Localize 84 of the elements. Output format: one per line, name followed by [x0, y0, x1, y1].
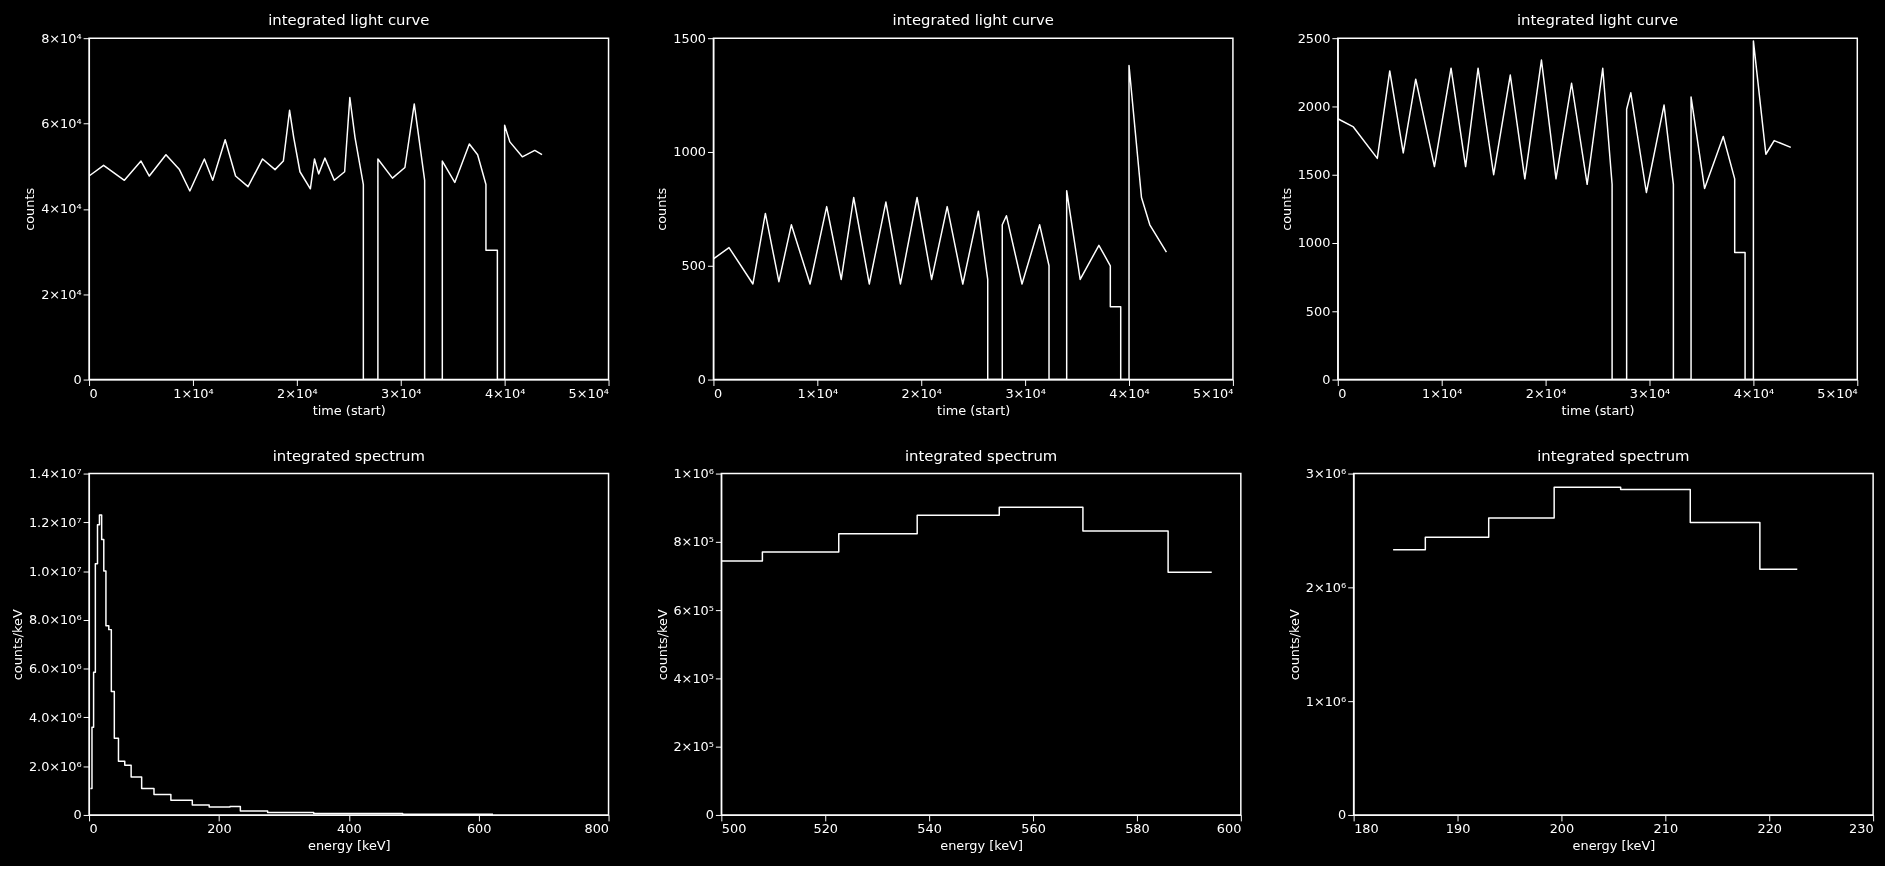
x-tick-label: 400 [337, 821, 362, 837]
y-axis-title: counts [654, 187, 670, 231]
x-tick-label: 200 [1549, 821, 1575, 837]
x-tick-label: 5×10⁴ [568, 385, 610, 401]
y-tick-label: 2000 [1297, 98, 1331, 114]
y-tick-label: 3×10⁶ [1305, 466, 1347, 482]
x-tick-label: 3×10⁴ [381, 385, 422, 401]
x-axis-title: time (start) [937, 402, 1011, 418]
x-tick-label: 520 [813, 821, 839, 837]
x-tick-label: 580 [1125, 821, 1150, 837]
y-tick-label: 1500 [673, 30, 707, 46]
y-tick-label: 2.0×10⁶ [28, 758, 82, 774]
y-tick-label: 500 [681, 258, 707, 274]
y-tick-label: 1×10⁶ [1305, 693, 1347, 709]
y-axis-title: counts/keV [654, 609, 670, 681]
x-tick-label: 540 [917, 821, 942, 837]
y-tick-label: 1×10⁶ [673, 466, 714, 482]
x-axis-title: time (start) [312, 402, 386, 418]
x-tick-label: 4×10⁴ [1109, 385, 1150, 401]
x-tick-label: 5×10⁴ [1817, 385, 1858, 401]
y-axis-title: counts/keV [1286, 609, 1302, 681]
y-tick-label: 8.0×10⁶ [28, 612, 82, 628]
chart-title: integrated light curve [1516, 11, 1679, 29]
x-tick-label: 4×10⁴ [484, 385, 526, 401]
y-tick-label: 6×10⁵ [673, 602, 714, 618]
y-axis-title: counts [1278, 187, 1294, 231]
x-tick-label: 210 [1653, 821, 1679, 837]
y-tick-label: 8×10⁵ [673, 534, 714, 550]
y-tick-label: 0 [73, 372, 82, 388]
y-tick-label: 6×10⁴ [41, 115, 82, 131]
x-tick-label: 3×10⁴ [1629, 385, 1671, 401]
x-tick-label: 800 [584, 821, 610, 837]
x-tick-label: 190 [1445, 821, 1471, 837]
chart-title: integrated spectrum [272, 446, 425, 464]
y-tick-label: 1.0×10⁷ [28, 563, 82, 579]
x-tick-label: 2×10⁴ [277, 385, 318, 401]
y-tick-label: 2500 [1297, 30, 1331, 46]
x-tick-label: 600 [1216, 821, 1242, 837]
x-axis-title: energy [keV] [1572, 838, 1656, 854]
y-tick-label: 0 [1322, 372, 1331, 388]
y-tick-label: 1000 [1297, 235, 1331, 251]
x-tick-label: 5×10⁴ [1192, 385, 1234, 401]
y-tick-label: 4×10⁵ [673, 670, 714, 686]
x-tick-label: 0 [89, 821, 98, 837]
x-tick-label: 180 [1354, 821, 1379, 837]
chart-title: integrated spectrum [1537, 446, 1690, 464]
y-tick-label: 0 [697, 372, 707, 388]
y-axis-title: counts [22, 187, 38, 231]
y-tick-label: 1500 [1297, 167, 1331, 183]
x-tick-label: 600 [466, 821, 492, 837]
y-tick-label: 1.4×10⁷ [28, 466, 82, 482]
x-tick-label: 0 [89, 385, 98, 401]
chart-title: integrated light curve [268, 11, 430, 29]
y-tick-label: 4×10⁴ [41, 201, 82, 217]
x-tick-label: 230 [1849, 821, 1874, 837]
y-tick-label: 0 [73, 807, 82, 823]
y-tick-label: 6.0×10⁶ [28, 661, 82, 677]
y-axis-title: counts/keV [9, 609, 25, 681]
x-tick-label: 200 [207, 821, 232, 837]
chart-title: integrated spectrum [904, 446, 1058, 464]
x-tick-label: 560 [1021, 821, 1046, 837]
x-tick-label: 220 [1757, 821, 1782, 837]
x-tick-label: 1×10⁴ [797, 385, 839, 401]
x-axis-title: time (start) [1561, 402, 1635, 418]
y-tick-label: 2×10⁶ [1305, 579, 1347, 595]
x-tick-label: 4×10⁴ [1733, 385, 1775, 401]
y-tick-label: 8×10⁴ [41, 30, 82, 46]
x-tick-label: 1×10⁴ [1421, 385, 1463, 401]
x-tick-label: 3×10⁴ [1005, 385, 1046, 401]
y-tick-label: 1000 [673, 144, 707, 160]
y-tick-label: 4.0×10⁶ [28, 709, 82, 725]
y-tick-label: 500 [1305, 303, 1331, 319]
y-tick-label: 1.2×10⁷ [28, 514, 82, 530]
y-tick-label: 2×10⁴ [41, 286, 82, 302]
x-axis-title: energy [keV] [940, 838, 1023, 854]
x-tick-label: 500 [721, 821, 747, 837]
y-tick-label: 0 [1338, 807, 1347, 823]
x-tick-label: 2×10⁴ [901, 385, 942, 401]
x-axis-title: energy [keV] [307, 838, 391, 854]
y-tick-label: 2×10⁵ [673, 739, 714, 755]
y-tick-label: 0 [705, 807, 714, 823]
x-tick-label: 2×10⁴ [1525, 385, 1567, 401]
x-tick-label: 1×10⁴ [173, 385, 214, 401]
chart-title: integrated light curve [892, 11, 1054, 29]
